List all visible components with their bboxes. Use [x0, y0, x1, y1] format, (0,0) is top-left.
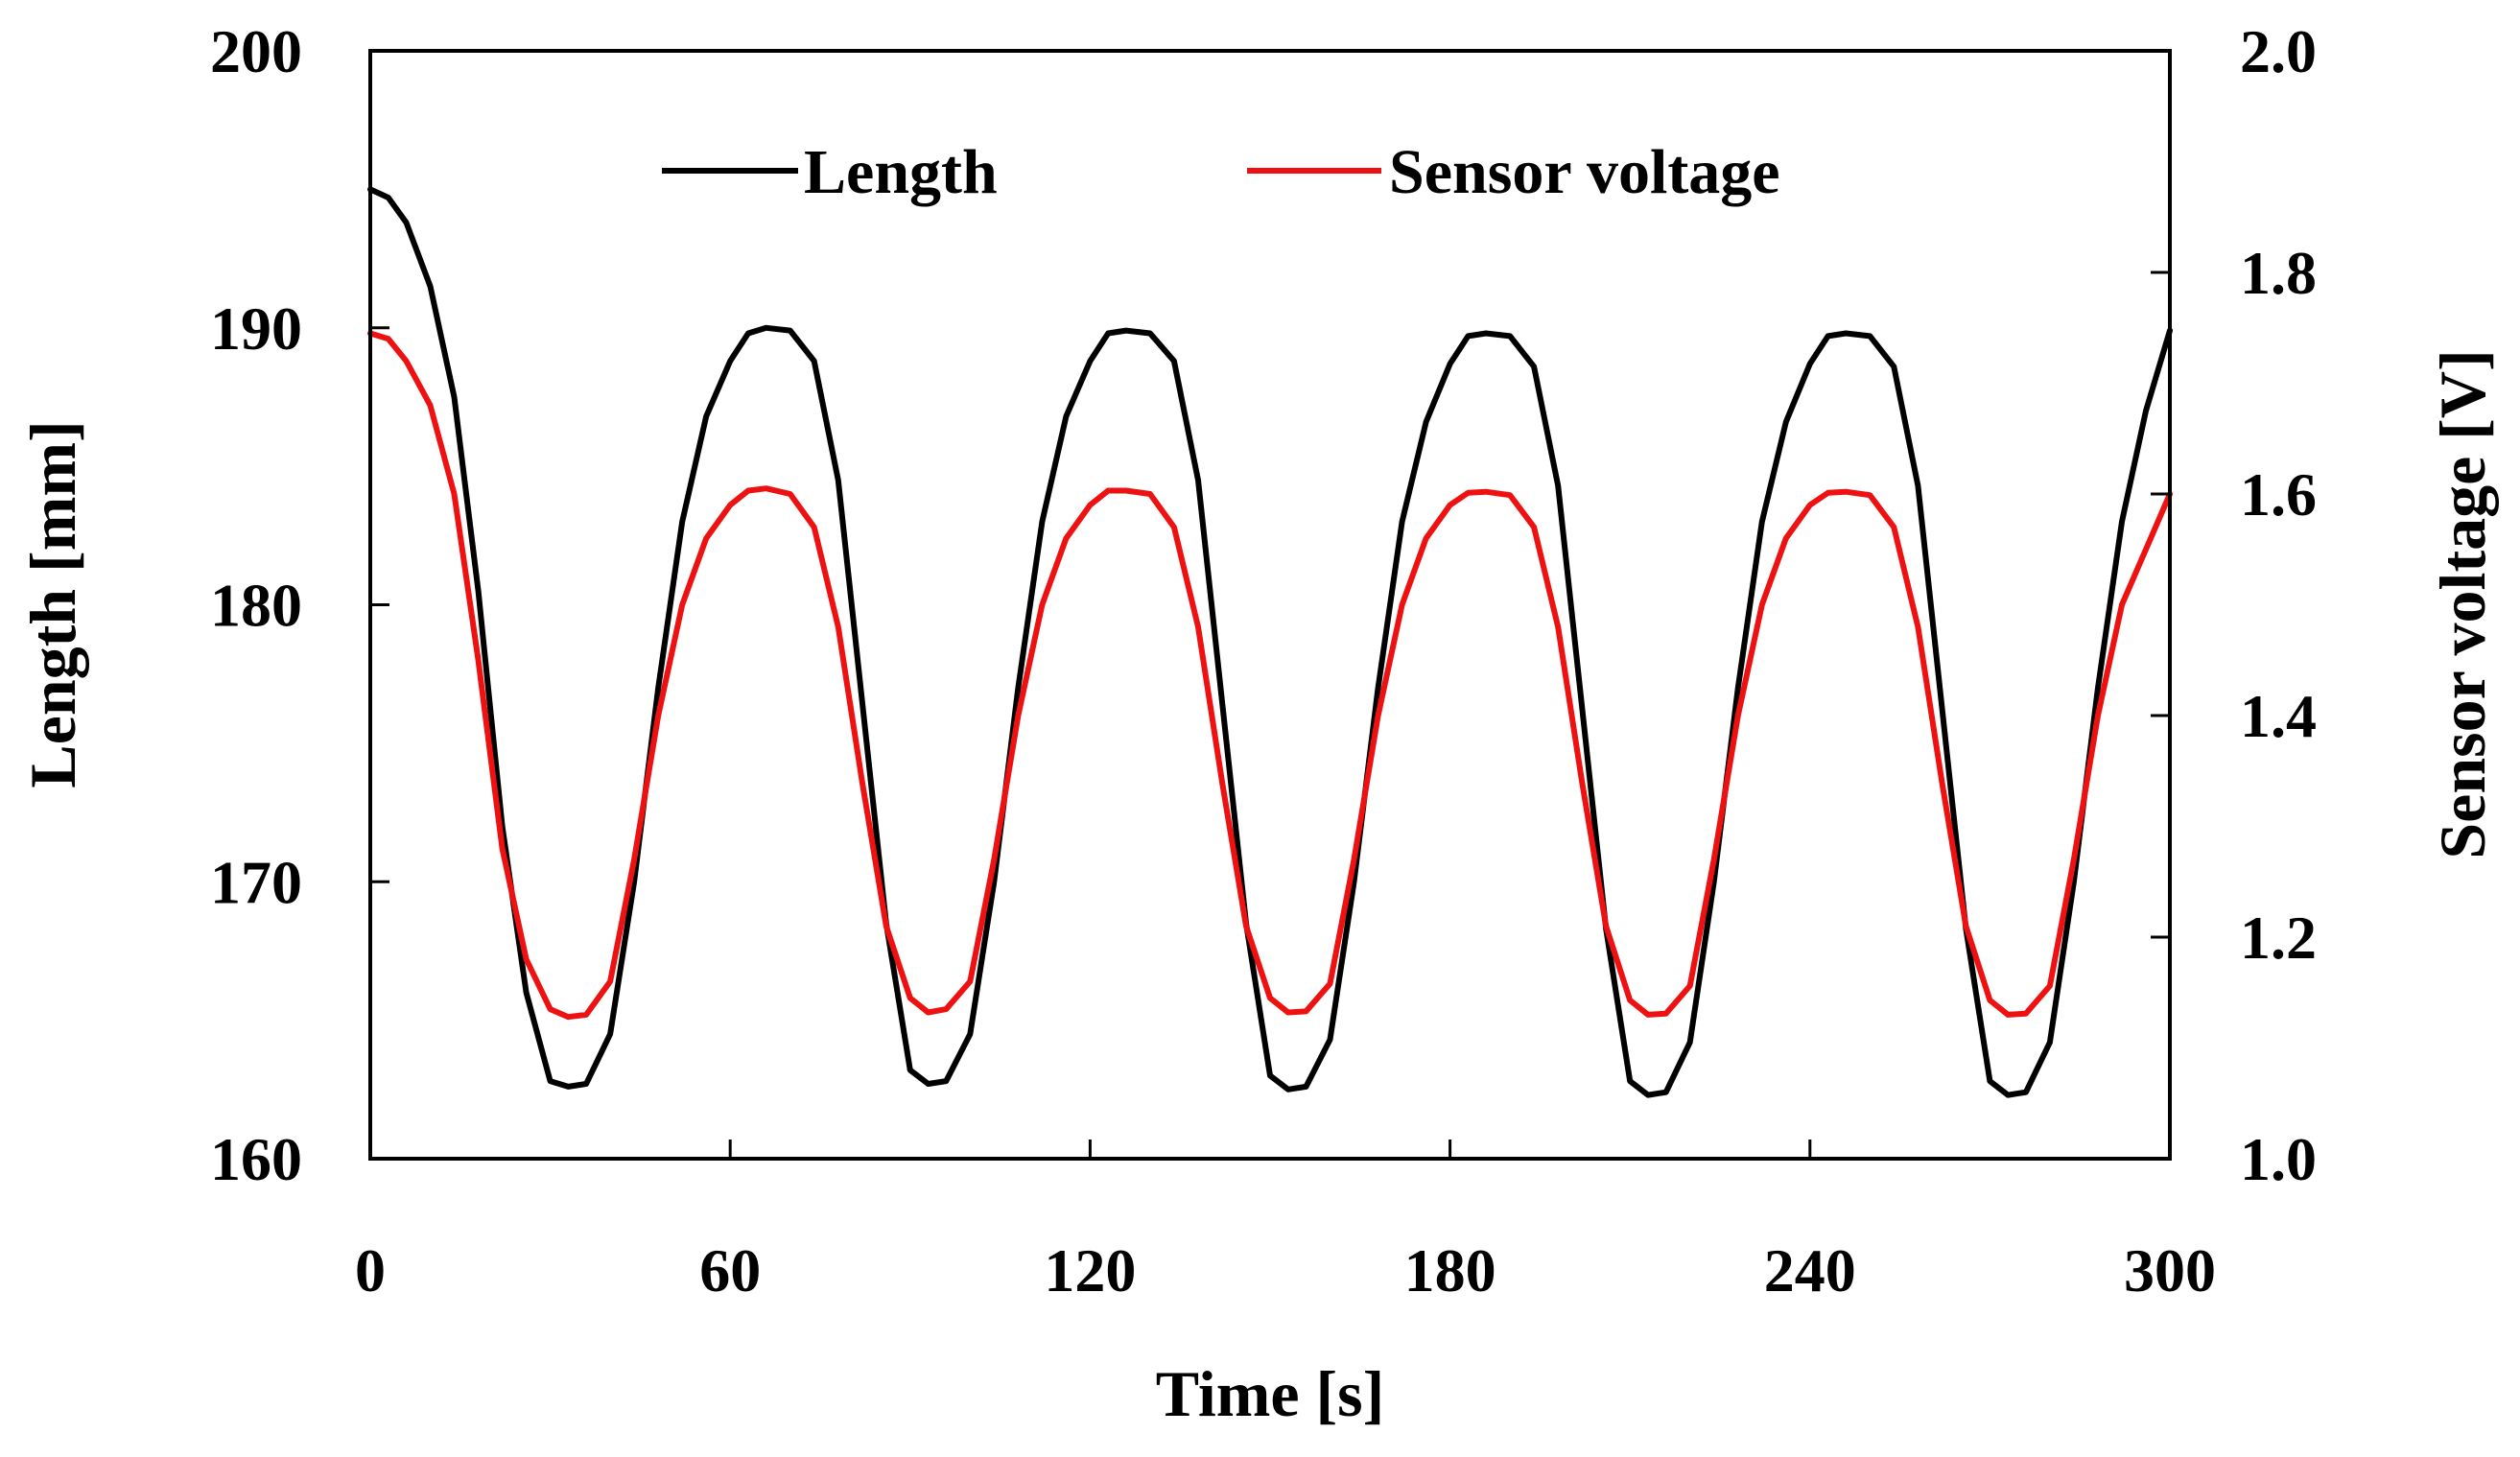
series-line-length [367, 186, 2173, 1098]
series-line-sensor-voltage [367, 330, 2173, 1021]
x-tick-label: 180 [1404, 1236, 1496, 1304]
series-layer [367, 186, 2173, 1098]
y-left-tick-label: 190 [210, 294, 302, 363]
y-right-tick-label: 1.8 [2240, 239, 2317, 307]
x-axis-ticks: 0 60 120 180 240 300 [355, 1140, 2216, 1304]
y-left-tick-label: 180 [210, 572, 302, 640]
y-right-tick-label: 2.0 [2240, 17, 2317, 85]
y-left-tick-label: 160 [210, 1125, 302, 1193]
x-tick-label: 120 [1044, 1236, 1136, 1304]
legend: Length Sensor voltage [662, 137, 1780, 207]
y-right-tick-label: 1.4 [2240, 682, 2317, 750]
x-tick-label: 0 [355, 1236, 386, 1304]
y-left-tick-label: 170 [210, 848, 302, 916]
x-tick-label: 60 [699, 1236, 761, 1304]
y-left-tick-label: 200 [210, 17, 302, 85]
y-left-axis-ticks: 160 170 180 190 200 [210, 17, 389, 1193]
y-right-tick-label: 1.2 [2240, 904, 2317, 972]
y-right-axis-ticks: 1.0 1.2 1.4 1.6 1.8 2.0 [2151, 17, 2317, 1193]
x-tick-label: 300 [2124, 1236, 2216, 1304]
legend-label-sensor-voltage: Sensor voltage [1389, 137, 1780, 207]
x-axis-title: Time [s] [1156, 1357, 1385, 1430]
y-right-axis-title: Sensor voltage [V] [2426, 349, 2499, 858]
legend-label-length: Length [804, 137, 998, 207]
y-left-axis-title: Length [mm] [16, 420, 89, 787]
y-right-tick-label: 1.0 [2240, 1125, 2317, 1193]
x-tick-label: 240 [1764, 1236, 1856, 1304]
y-right-tick-label: 1.6 [2240, 460, 2317, 529]
